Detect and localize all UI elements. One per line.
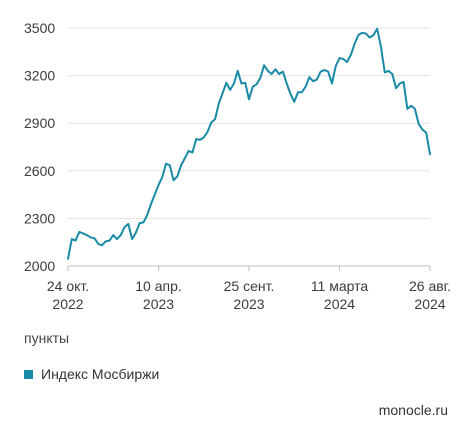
y-tick-label-3200: 3200 (24, 68, 55, 84)
series-line-0 (67, 27, 431, 260)
series-layer (67, 27, 431, 260)
x-tick-label-0: 24 окт. (47, 278, 89, 294)
legend-label: Индекс Мосбиржи (41, 366, 160, 382)
x-tick-label-1: 10 апр. (135, 278, 182, 294)
legend: Индекс Мосбиржи (24, 366, 159, 382)
x-tick-label-2: 25 сент. (224, 278, 275, 294)
x-tick-year-0: 2022 (52, 296, 83, 312)
y-tick-label-3500: 3500 (24, 20, 55, 36)
x-tick-year-1: 2023 (143, 296, 174, 312)
y-tick-label-2300: 2300 (24, 210, 55, 226)
y-tick-label-2000: 2000 (24, 258, 55, 274)
source-credit: monocle.ru (378, 402, 448, 418)
x-tick-year-3: 2024 (324, 296, 355, 312)
y-tick-label-2900: 2900 (24, 115, 55, 131)
y-tick-labels: 2000 2300 2600 2900 3200 3500 (24, 20, 55, 274)
y-tick-label-2600: 2600 (24, 163, 55, 179)
x-tick-year-4: 2024 (414, 296, 445, 312)
grid-layer (68, 27, 430, 267)
x-tick-label-4: 26 авг. (409, 278, 451, 294)
y-axis-unit-label: пункты (24, 330, 70, 346)
x-tick-year-2: 2023 (233, 296, 264, 312)
x-tick-label-3: 11 марта (311, 278, 369, 294)
x-tick-labels: 24 окт. 2022 10 апр. 2023 25 сент. 2023 11 мар… (47, 266, 451, 312)
legend-swatch (24, 369, 33, 379)
line-chart: 2000 2300 2600 2900 3200 3500 24 окт. 2022 10 а… (24, 20, 451, 312)
